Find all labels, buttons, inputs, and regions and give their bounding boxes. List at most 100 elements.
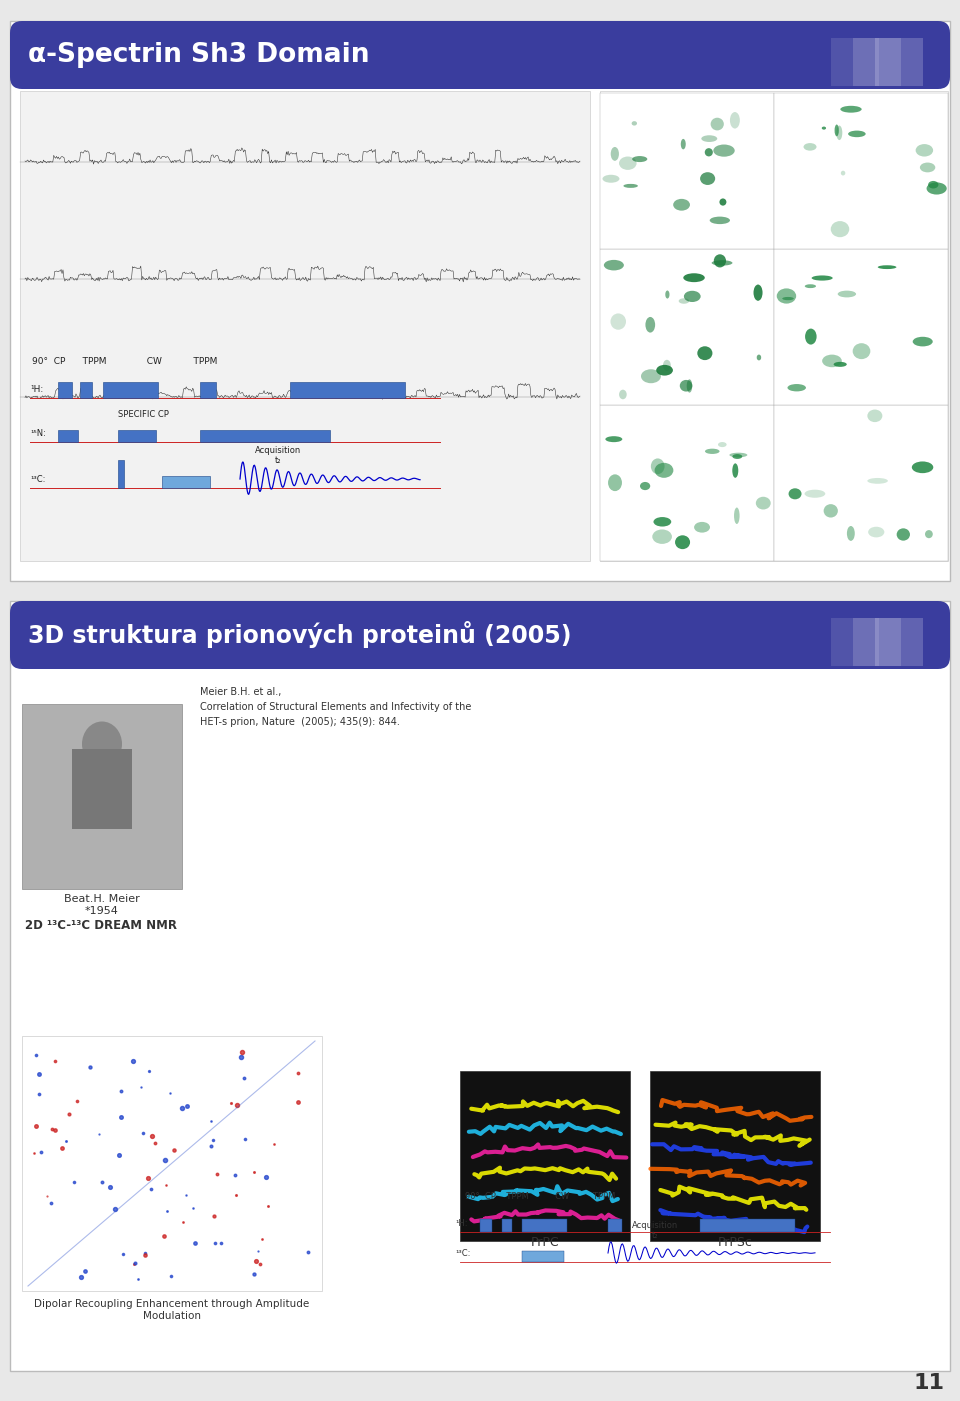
Bar (600, 249, 774, 405)
Ellipse shape (732, 454, 742, 460)
Ellipse shape (657, 364, 673, 375)
Ellipse shape (654, 517, 671, 527)
Bar (80, 382, 92, 398)
Ellipse shape (847, 525, 854, 541)
Ellipse shape (673, 199, 690, 210)
Ellipse shape (833, 361, 847, 367)
Bar (200, 430, 330, 441)
Ellipse shape (824, 504, 838, 517)
Ellipse shape (925, 530, 933, 538)
Bar (480, 1219, 492, 1231)
Ellipse shape (652, 530, 672, 544)
Bar (875, 38, 923, 85)
Text: Dipolar Recoupling Enhancement through Amplitude
Modulation: Dipolar Recoupling Enhancement through A… (35, 1299, 310, 1321)
Text: SPECIFIC CP: SPECIFIC CP (118, 410, 169, 419)
Ellipse shape (926, 182, 947, 195)
Ellipse shape (928, 181, 939, 189)
Ellipse shape (679, 298, 689, 304)
Ellipse shape (686, 380, 692, 392)
Text: 2D ¹³C-¹³C DREAM NMR: 2D ¹³C-¹³C DREAM NMR (25, 919, 177, 932)
Ellipse shape (710, 118, 724, 130)
Ellipse shape (867, 478, 888, 483)
Ellipse shape (777, 289, 796, 304)
Ellipse shape (867, 409, 882, 422)
Ellipse shape (711, 261, 732, 266)
Ellipse shape (718, 443, 727, 447)
Bar (200, 382, 216, 398)
Ellipse shape (830, 221, 850, 237)
Text: Acquisition
t₂: Acquisition t₂ (254, 446, 301, 465)
Bar (118, 430, 156, 441)
Ellipse shape (841, 171, 846, 175)
FancyBboxPatch shape (10, 21, 950, 90)
Ellipse shape (632, 120, 637, 126)
Ellipse shape (684, 291, 701, 303)
Bar (20, 91, 590, 560)
Text: PrPC: PrPC (531, 1236, 560, 1250)
Bar (831, 618, 879, 665)
Bar (600, 91, 948, 560)
Ellipse shape (684, 273, 705, 282)
Ellipse shape (633, 156, 647, 163)
Ellipse shape (916, 144, 933, 157)
Bar (774, 405, 948, 560)
Ellipse shape (705, 448, 720, 454)
Bar (774, 249, 948, 405)
Ellipse shape (663, 360, 671, 371)
Ellipse shape (709, 217, 730, 224)
Ellipse shape (719, 199, 727, 206)
Bar (600, 92, 774, 249)
Bar (10, 601, 950, 1372)
Ellipse shape (788, 489, 802, 499)
Bar (22, 703, 182, 890)
Ellipse shape (804, 143, 817, 151)
Bar (72, 750, 132, 829)
Ellipse shape (897, 528, 910, 541)
Bar (118, 460, 124, 488)
Ellipse shape (734, 507, 739, 524)
Ellipse shape (877, 265, 897, 269)
Bar (650, 1070, 820, 1241)
Ellipse shape (838, 290, 856, 297)
Bar (831, 38, 879, 85)
Ellipse shape (852, 343, 871, 359)
Bar (774, 92, 948, 249)
Text: Meier B.H. et al.,
Correlation of Structural Elements and Infectivity of the
HET: Meier B.H. et al., Correlation of Struct… (200, 686, 471, 727)
Bar (58, 382, 72, 398)
Ellipse shape (754, 284, 762, 301)
Ellipse shape (680, 380, 692, 391)
Ellipse shape (611, 147, 619, 161)
Text: 3D struktura prionových proteinů (2005): 3D struktura prionových proteinů (2005) (28, 622, 571, 649)
Bar (853, 618, 901, 665)
Ellipse shape (603, 175, 619, 182)
Bar (103, 382, 158, 398)
Ellipse shape (787, 384, 806, 391)
Ellipse shape (651, 458, 664, 474)
Text: 90°  CP    TPPM          CW         TPPM: 90° CP TPPM CW TPPM (465, 1192, 615, 1201)
Ellipse shape (700, 172, 715, 185)
Ellipse shape (730, 112, 740, 129)
Ellipse shape (619, 157, 636, 170)
Bar (600, 405, 774, 560)
Ellipse shape (645, 317, 655, 332)
Text: ¹³C:: ¹³C: (455, 1248, 470, 1258)
Ellipse shape (822, 354, 842, 367)
Ellipse shape (848, 130, 866, 137)
Ellipse shape (805, 329, 817, 345)
Ellipse shape (822, 126, 826, 130)
Ellipse shape (756, 497, 771, 510)
Text: 90°  CP      TPPM              CW           TPPM: 90° CP TPPM CW TPPM (32, 357, 217, 366)
Ellipse shape (782, 297, 794, 300)
Bar (522, 1251, 564, 1262)
Ellipse shape (697, 346, 712, 360)
Ellipse shape (640, 482, 650, 490)
Ellipse shape (655, 462, 673, 478)
Ellipse shape (611, 314, 626, 329)
Ellipse shape (730, 453, 747, 457)
Text: ¹³C:: ¹³C: (30, 475, 45, 483)
Bar (10, 21, 950, 581)
Ellipse shape (756, 354, 761, 360)
Ellipse shape (619, 389, 627, 399)
Ellipse shape (840, 106, 862, 112)
Ellipse shape (811, 276, 832, 280)
